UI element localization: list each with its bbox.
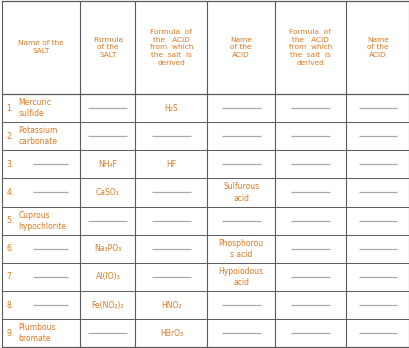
Text: 1.: 1. [6,104,13,112]
Text: 3.: 3. [6,160,13,169]
Text: Cuprous
hypochlorite: Cuprous hypochlorite [18,211,66,231]
Text: Fe(NO₂)₂: Fe(NO₂)₂ [91,301,124,310]
Text: HF: HF [166,160,176,169]
Text: Na₃PO₃: Na₃PO₃ [94,244,121,253]
Text: 9.: 9. [6,329,13,338]
Text: 5.: 5. [6,216,13,225]
Text: NH₄F: NH₄F [98,160,117,169]
Text: Formula  of
the   ACID
from  which
the  salt  is
derived: Formula of the ACID from which the salt … [149,29,193,66]
Text: Al(IO)₃: Al(IO)₃ [95,272,120,282]
Text: Potassium
carbonate: Potassium carbonate [18,126,58,146]
Text: Phosphorou
s acid: Phosphorou s acid [218,239,263,259]
Text: 4.: 4. [6,188,13,197]
Text: HNO₂: HNO₂ [161,301,181,310]
Text: Mercuric
sulfide: Mercuric sulfide [18,98,51,118]
Text: 2.: 2. [6,132,13,141]
Text: Formula  of
the   ACID
from  which
the  salt  is
derived: Formula of the ACID from which the salt … [288,29,331,66]
Text: Name of the
SALT: Name of the SALT [18,40,64,54]
Text: Hypoiodous
acid: Hypoiodous acid [218,267,263,287]
Text: Name
of the
ACID: Name of the ACID [229,37,252,58]
Text: 6.: 6. [6,244,13,253]
Text: 7.: 7. [6,272,13,282]
Text: 8.: 8. [6,301,13,310]
Text: Sulfurous
acid: Sulfurous acid [222,182,258,203]
Text: H₂S: H₂S [164,104,178,112]
Text: Formula
of the
SALT: Formula of the SALT [92,37,123,58]
Text: Plumbous
bromate: Plumbous bromate [18,323,56,343]
Text: Name
of the
ACID: Name of the ACID [366,37,388,58]
Text: CaSO₃: CaSO₃ [96,188,119,197]
Text: HBrO₃: HBrO₃ [160,329,182,338]
